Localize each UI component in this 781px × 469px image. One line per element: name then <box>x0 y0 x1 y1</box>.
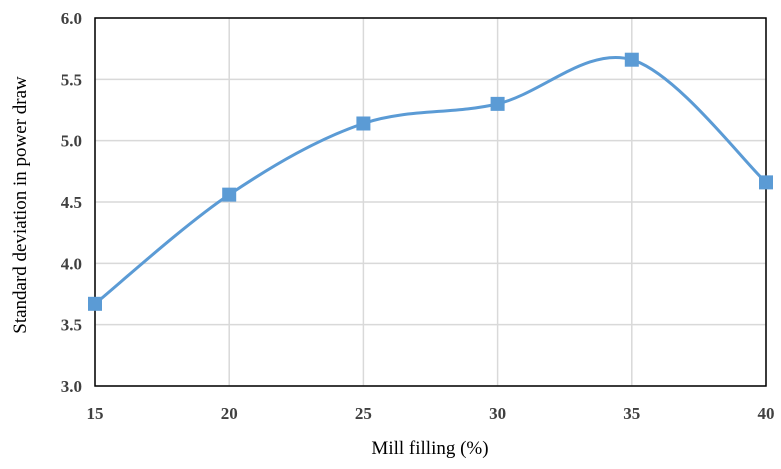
y-tick-label: 4.0 <box>61 254 82 273</box>
y-tick-label: 3.5 <box>61 316 82 335</box>
x-tick-label: 20 <box>221 404 238 423</box>
x-tick-label: 40 <box>758 404 775 423</box>
x-tick-label: 35 <box>623 404 640 423</box>
x-tick-labels: 15 20 25 30 35 40 <box>87 404 775 423</box>
data-point-marker <box>490 96 505 111</box>
y-tick-labels: 3.0 3.5 4.0 4.5 5.0 5.5 6.0 <box>61 9 82 396</box>
data-point-marker <box>759 175 773 190</box>
y-tick-label: 6.0 <box>61 9 82 28</box>
x-tick-label: 25 <box>355 404 372 423</box>
y-tick-label: 3.0 <box>61 377 82 396</box>
data-point-marker <box>356 116 371 131</box>
x-tick-label: 30 <box>489 404 506 423</box>
axes <box>94 17 767 387</box>
data-series <box>88 52 773 311</box>
data-point-marker <box>88 296 102 311</box>
x-tick-label: 15 <box>87 404 104 423</box>
y-tick-label: 5.5 <box>61 70 82 89</box>
y-axis-title: Standard deviation in power draw <box>10 76 31 334</box>
data-point-marker <box>624 52 639 67</box>
x-axis-title: Mill filling (%) <box>371 438 488 459</box>
series-line <box>93 56 768 306</box>
y-tick-label: 4.5 <box>61 193 82 212</box>
data-point-marker <box>222 187 237 202</box>
plot-frame <box>94 17 767 387</box>
grid-lines <box>94 17 767 387</box>
y-tick-label: 5.0 <box>61 132 82 151</box>
